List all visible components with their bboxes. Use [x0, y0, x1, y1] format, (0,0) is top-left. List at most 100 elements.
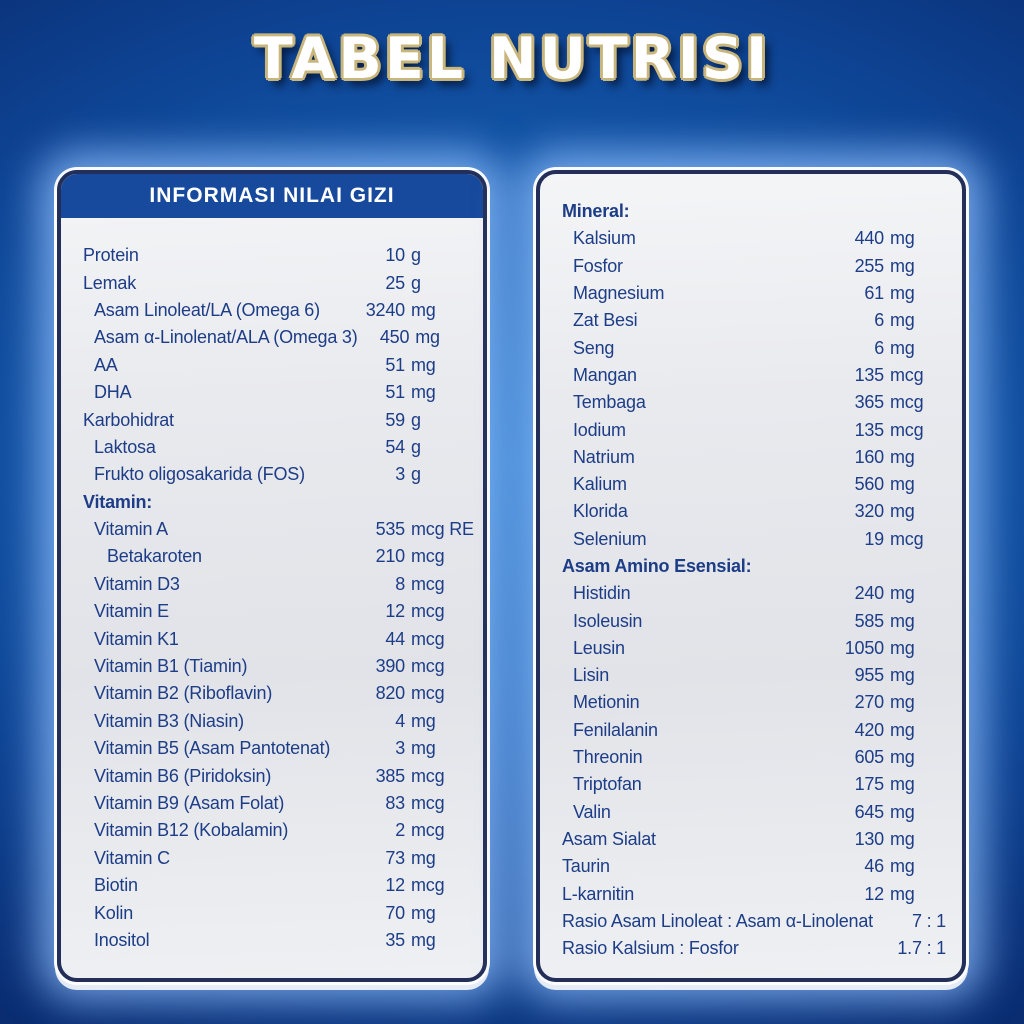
nutrient-value: 1050	[844, 637, 884, 658]
nutrient-row: Vitamin B5 (Asam Pantotenat) 3 mg	[83, 735, 467, 762]
nutrient-unit: g	[411, 272, 421, 293]
nutrient-name: Karbohidrat	[83, 409, 174, 430]
nutrient-row: Karbohidrat 59 g	[83, 406, 467, 433]
nutrient-unit: mg	[890, 583, 915, 604]
nutrient-value: 450	[379, 327, 410, 348]
nutrient-unit: mg	[890, 637, 915, 658]
nutrient-row: Protein 10 g	[83, 242, 467, 269]
section-heading-row: Asam Amino Esensial:	[562, 553, 946, 580]
nutrient-value: 955	[854, 665, 885, 686]
nutrient-value: 12	[864, 883, 884, 904]
nutrient-value: 54	[385, 436, 405, 457]
nutrient-name: Isoleusin	[573, 610, 643, 631]
nutrient-row: Magnesium 61 mg	[562, 280, 946, 307]
nutrient-row: Asam α-Linolenat/ALA (Omega 3) 450 mg	[83, 324, 467, 351]
nutrient-row: Kolin 70 mg	[83, 899, 467, 926]
nutrient-unit: mg	[890, 474, 915, 495]
nutrient-name: Asam α-Linolenat/ALA (Omega 3)	[94, 327, 358, 348]
nutrient-value: 51	[385, 354, 405, 375]
nutrient-unit: mg	[890, 446, 915, 467]
nutrient-unit: mg	[890, 610, 915, 631]
nutrient-unit: mg	[890, 828, 915, 849]
nutrient-name: Vitamin B12 (Kobalamin)	[94, 820, 289, 841]
nutrient-name: Vitamin D3	[94, 573, 180, 594]
nutrient-row: Asam Sialat 130 mg	[562, 826, 946, 853]
panel-header-label: INFORMASI NILAI GIZI	[149, 184, 395, 207]
nutrient-row: Vitamin B12 (Kobalamin) 2 mcg	[83, 817, 467, 844]
nutrient-name: L-karnitin	[562, 883, 635, 904]
nutrient-value: 83	[385, 793, 405, 813]
nutrient-unit: g	[411, 245, 421, 266]
nutrient-name: Asam Linoleat/LA (Omega 6)	[94, 299, 320, 320]
nutrient-value: 385	[375, 765, 406, 786]
nutrient-unit: mg	[890, 501, 915, 522]
nutrient-row: Rasio Kalsium : Fosfor 1.7 : 1	[562, 935, 946, 962]
nutrient-name: Taurin	[562, 856, 610, 877]
nutrient-row: Lisin 955 mg	[562, 662, 946, 689]
nutrient-value: 4	[395, 710, 405, 731]
nutrient-name: Mangan	[573, 364, 637, 385]
nutrient-row: Fosfor 255 mg	[562, 253, 946, 280]
nutrient-name: Vitamin E	[94, 601, 169, 622]
nutrient-value: 585	[854, 610, 885, 631]
nutrient-name: Vitamin:	[83, 491, 153, 512]
nutrient-name: Vitamin B6 (Piridoksin)	[94, 765, 272, 786]
nutrient-row: Valin 645 mg	[562, 799, 946, 826]
nutrient-row: Isoleusin 585 mg	[562, 607, 946, 634]
nutrient-row: L-karnitin 12 mg	[562, 880, 946, 907]
nutrient-row: Fenilalanin 420 mg	[562, 717, 946, 744]
panel-header: INFORMASI NILAI GIZI	[61, 174, 483, 218]
nutrient-row: Betakaroten 210 mcg	[83, 543, 467, 570]
nutrient-unit: g	[411, 409, 421, 430]
panels-container: INFORMASI NILAI GIZI Protein 10 g Lemak 25 g A…	[57, 170, 966, 982]
nutrient-name: Kolin	[94, 902, 134, 923]
nutrient-value: 320	[854, 501, 885, 522]
nutrient-unit: mcg	[411, 573, 445, 594]
nutrient-value: 440	[854, 228, 885, 249]
nutrient-name: Vitamin K1	[94, 628, 179, 649]
nutrient-unit: mcg	[411, 628, 445, 649]
nutrient-name: Biotin	[94, 875, 138, 896]
nutrient-name: Valin	[573, 801, 611, 822]
nutrient-name: Fenilalanin	[573, 719, 658, 740]
nutrient-row: Mangan 135 mcg	[562, 362, 946, 389]
nutrient-value: 160	[854, 446, 885, 467]
nutrient-unit: mg	[890, 283, 915, 304]
nutrient-row: Frukto oligosakarida (FOS) 3 g	[83, 461, 467, 488]
nutrient-name: Iodium	[573, 419, 626, 440]
nutrient-row: Iodium 135 mcg	[562, 416, 946, 443]
nutrient-value: 35	[385, 929, 405, 950]
nutrient-name: Selenium	[573, 528, 647, 549]
nutrient-name: Tembaga	[573, 392, 646, 413]
nutrient-row: Threonin 605 mg	[562, 744, 946, 771]
nutrient-row: Vitamin B6 (Piridoksin) 385 mcg	[83, 762, 467, 789]
nutrient-value: 61	[864, 283, 884, 304]
nutrient-name: Vitamin B9 (Asam Folat)	[94, 793, 285, 813]
nutrient-unit: mg	[890, 255, 915, 276]
nutrient-value: 3	[395, 464, 405, 485]
nutrient-ratio-value: 1.7 : 1	[897, 938, 946, 959]
nutrient-unit: mcg	[411, 765, 445, 786]
nutrient-value: 6	[874, 337, 884, 358]
nutrient-name: Vitamin B2 (Riboflavin)	[94, 683, 273, 704]
nutrient-row: Biotin 12 mcg	[83, 872, 467, 899]
nutrient-unit: mg	[890, 228, 915, 249]
nutrient-unit: mg	[411, 710, 436, 731]
nutrient-row: Leusin 1050 mg	[562, 635, 946, 662]
nutrient-unit: mcg	[411, 601, 445, 622]
nutrient-unit: mg	[411, 299, 436, 320]
nutrient-value: 365	[854, 392, 885, 413]
nutrient-name: Mineral:	[562, 201, 630, 222]
nutrient-row: AA 51 mg	[83, 352, 467, 379]
nutrient-row: Kalium 560 mg	[562, 471, 946, 498]
nutrient-value: 240	[854, 583, 885, 604]
nutrient-value: 3	[395, 738, 405, 759]
nutrient-row: Vitamin B9 (Asam Folat) 83 mcg	[83, 790, 467, 817]
nutrient-row: Selenium 19 mcg	[562, 526, 946, 553]
nutrient-value: 605	[854, 747, 885, 768]
nutrient-unit: mcg	[411, 546, 445, 567]
nutrient-value: 12	[385, 875, 405, 896]
nutrient-name: Leusin	[573, 637, 625, 658]
nutrient-value: 3240	[365, 299, 405, 320]
nutrient-unit: mg	[411, 354, 436, 375]
